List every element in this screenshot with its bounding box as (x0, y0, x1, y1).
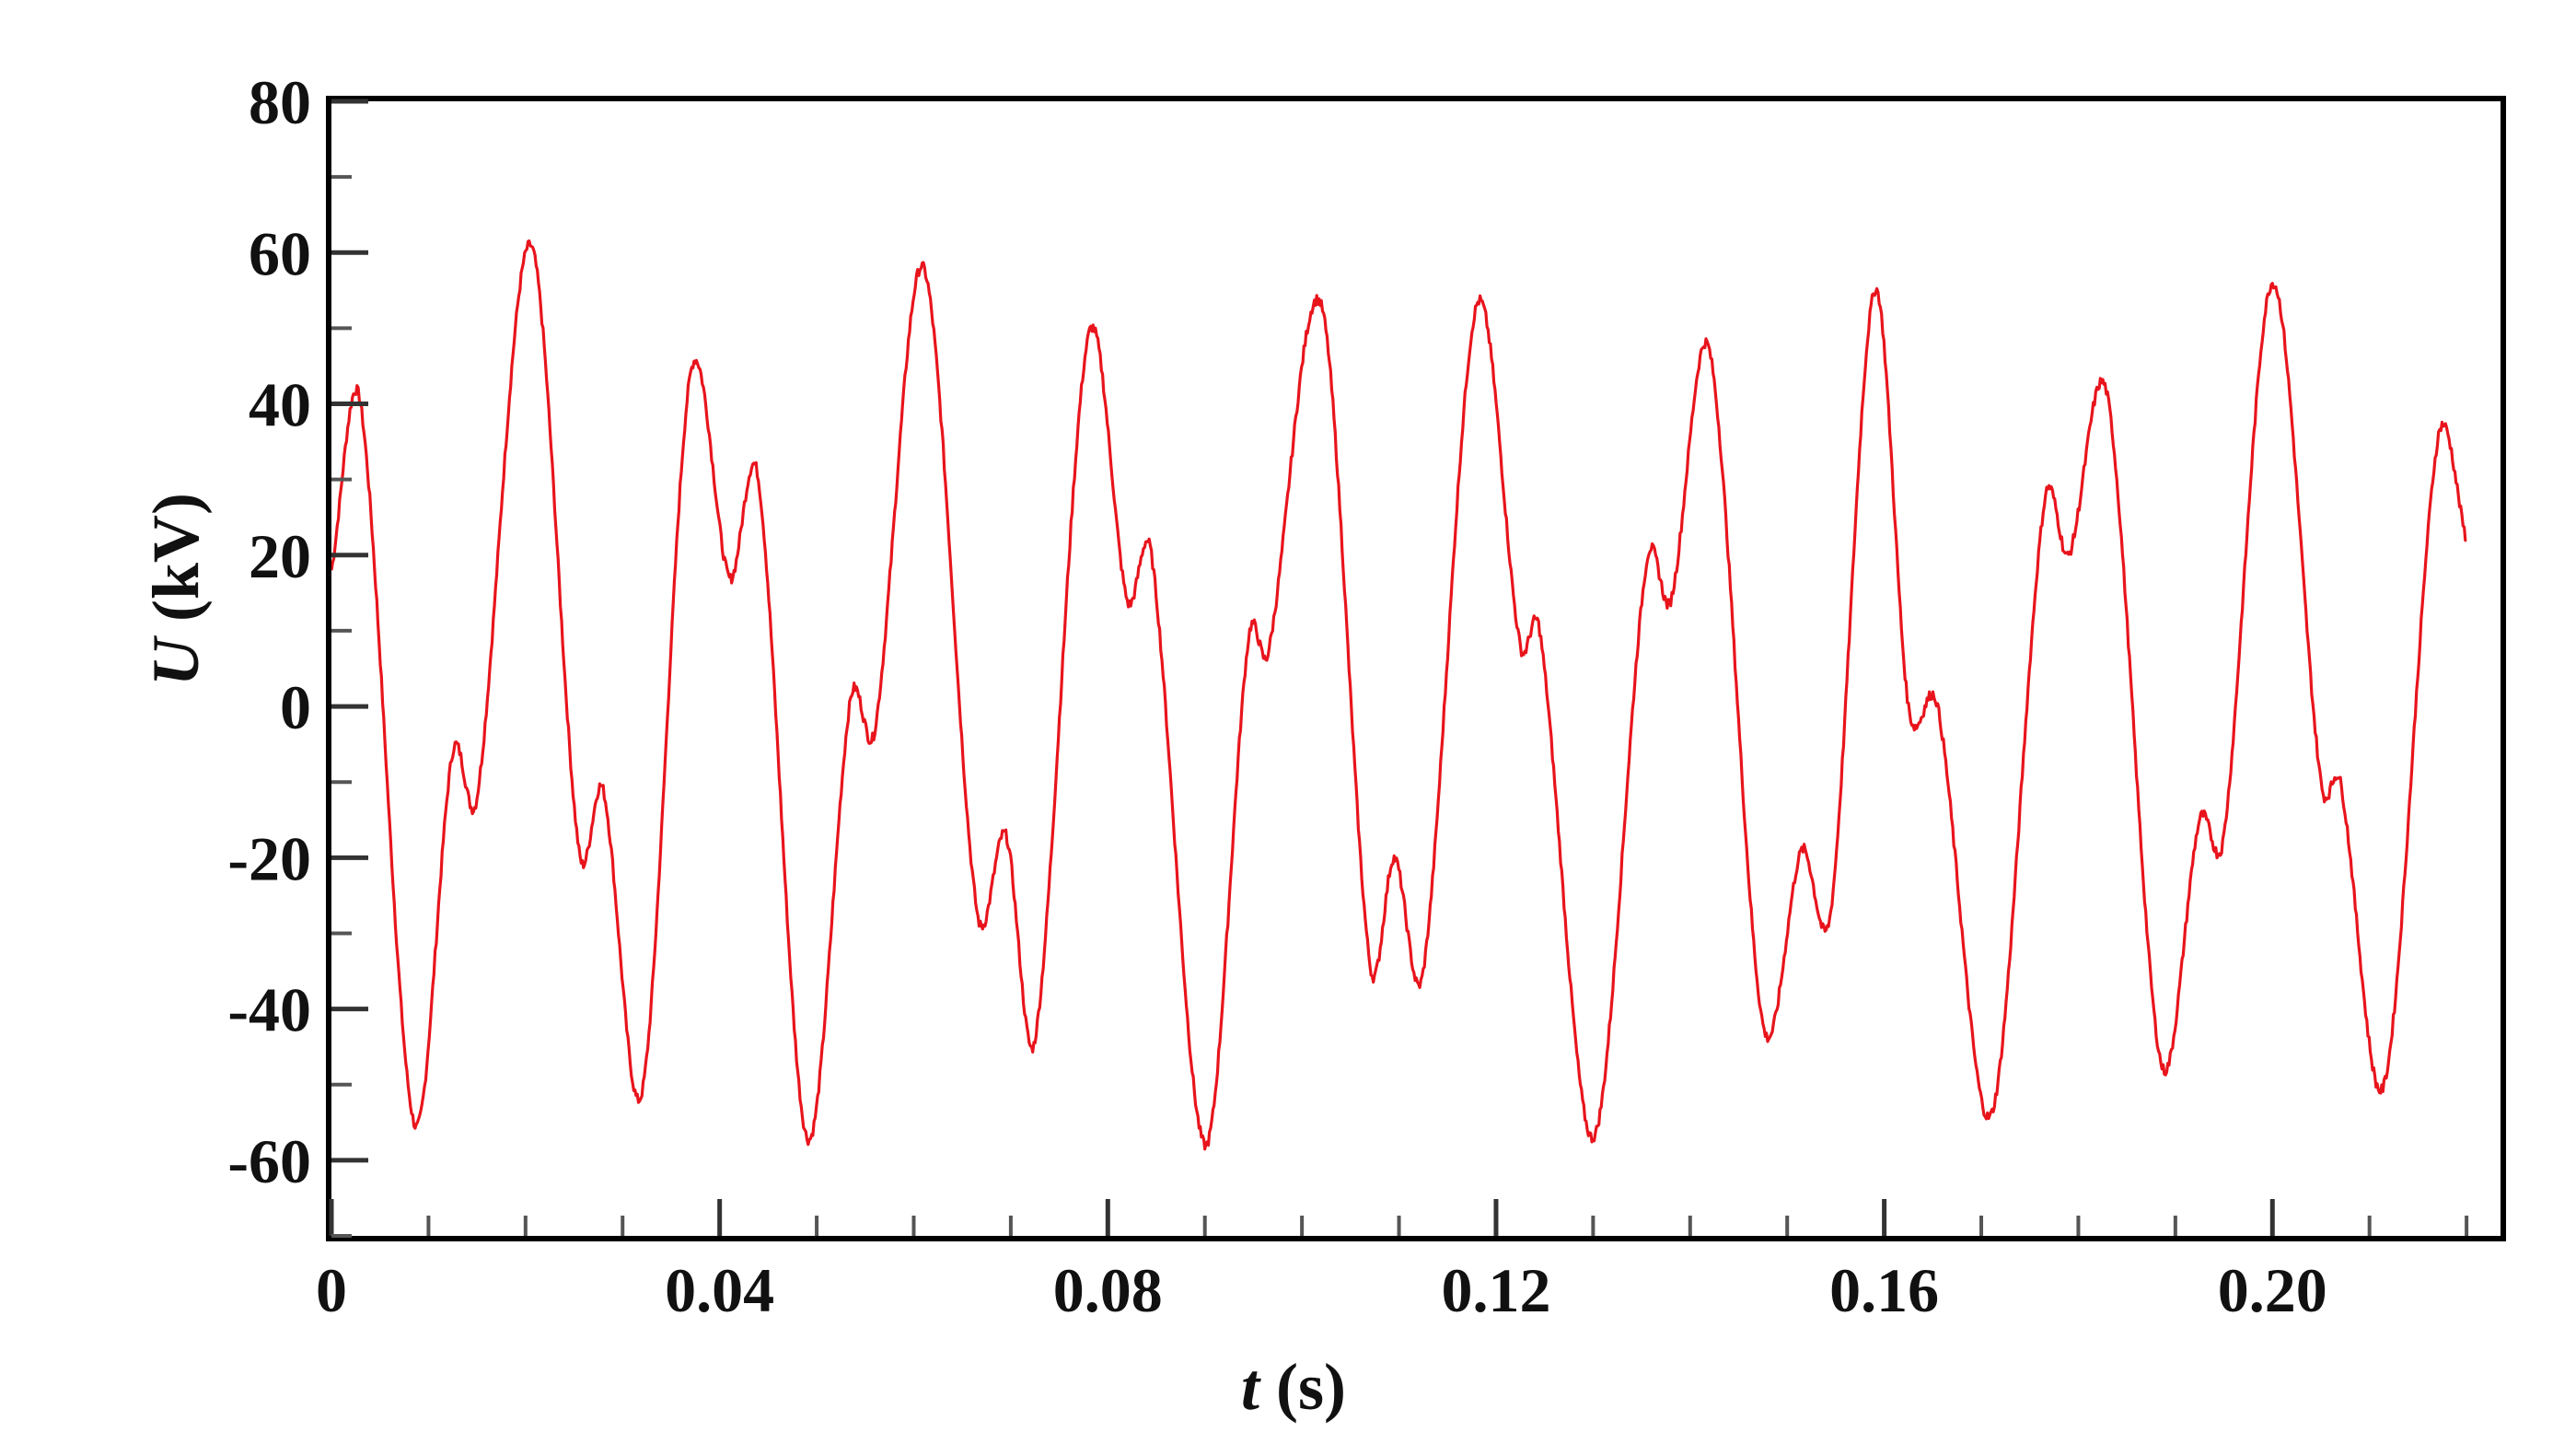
x-tick-label: 0.08 (1053, 1255, 1163, 1325)
x-tick-label: 0.16 (1829, 1255, 1939, 1325)
y-axis-title: U (kV) (139, 493, 213, 686)
y-tick-label: -20 (227, 823, 311, 893)
y-tick-label: 0 (280, 672, 311, 742)
y-tick-label: 40 (249, 370, 311, 440)
y-tick-label: 80 (249, 67, 311, 137)
x-axis-unit: (s) (1259, 1350, 1346, 1424)
x-tick-label: 0 (316, 1255, 347, 1325)
y-axis-unit: (kV) (139, 493, 213, 638)
y-tick-label: 60 (249, 218, 311, 288)
y-axis-variable: U (139, 635, 213, 686)
y-tick-label: -40 (227, 975, 311, 1045)
x-axis-title: t (s) (1241, 1350, 1346, 1424)
x-tick-label: 0.20 (2218, 1255, 2327, 1325)
plot-frame (326, 96, 2506, 1241)
series-line-0 (330, 239, 2467, 1151)
x-tick-label: 0.12 (1441, 1255, 1550, 1325)
ticks-layer (329, 99, 2469, 1238)
x-tick-label: 0.04 (665, 1255, 774, 1325)
tick-labels-layer: 0 0.04 0.08 0.12 0.16 0.20 80 60 40 20 0 -20 -40 -60 (227, 67, 2327, 1325)
y-tick-label: -60 (227, 1126, 311, 1196)
x-axis-variable: t (1241, 1350, 1261, 1424)
y-tick-label: 20 (249, 521, 311, 591)
series-layer (330, 239, 2467, 1151)
